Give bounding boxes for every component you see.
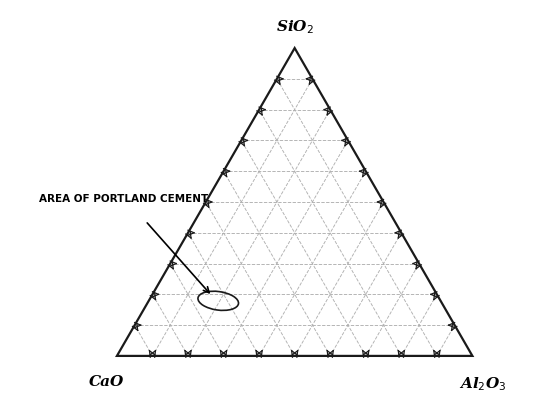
Text: Al$_2$O$_3$: Al$_2$O$_3$ — [459, 375, 507, 393]
Text: AREA OF PORTLAND CEMENT: AREA OF PORTLAND CEMENT — [39, 194, 208, 205]
Text: SiO$_2$: SiO$_2$ — [276, 18, 314, 36]
Text: CaO: CaO — [88, 375, 124, 389]
